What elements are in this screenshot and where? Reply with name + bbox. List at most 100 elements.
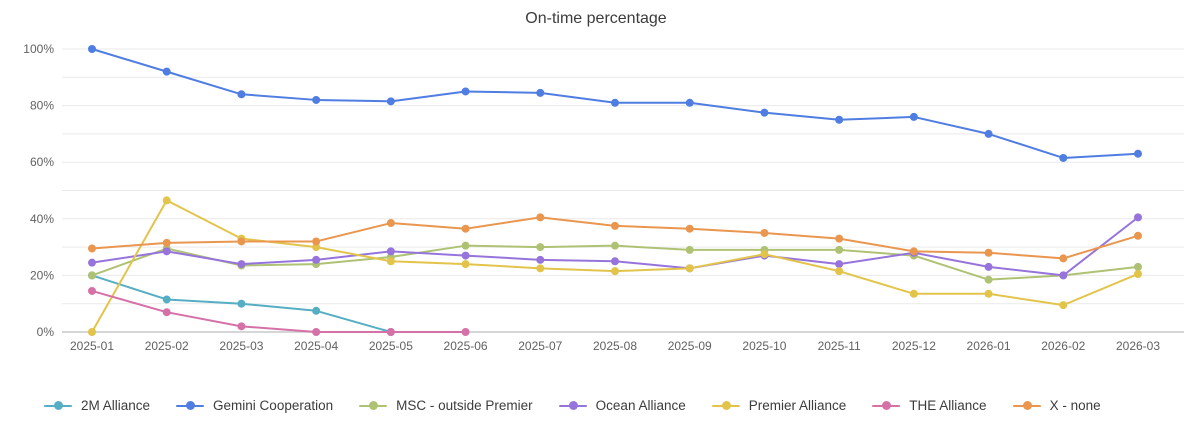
- data-point-premier-alliance[interactable]: [909, 289, 918, 298]
- data-point-2m-alliance[interactable]: [162, 295, 171, 304]
- data-point-the-alliance[interactable]: [237, 322, 246, 331]
- legend-item-gemini-cooperation[interactable]: Gemini Cooperation: [176, 398, 333, 413]
- data-point-ocean-alliance[interactable]: [162, 247, 171, 256]
- data-point-x-none[interactable]: [685, 224, 694, 233]
- x-axis-tick-label: 2025-08: [593, 339, 637, 353]
- data-point-ocean-alliance[interactable]: [88, 258, 96, 267]
- data-point-premier-alliance[interactable]: [536, 264, 545, 273]
- legend-label: MSC - outside Premier: [396, 398, 533, 413]
- data-point-gemini-cooperation[interactable]: [312, 95, 321, 104]
- x-axis-tick-label: 2025-09: [668, 339, 712, 353]
- data-point-gemini-cooperation[interactable]: [237, 90, 246, 99]
- data-point-the-alliance[interactable]: [88, 286, 96, 295]
- data-point-premier-alliance[interactable]: [611, 267, 619, 276]
- data-point-x-none[interactable]: [1059, 254, 1068, 263]
- data-point-x-none[interactable]: [386, 219, 395, 228]
- data-point-2m-alliance[interactable]: [312, 306, 321, 315]
- legend-marker-icon: [1012, 401, 1041, 411]
- data-point-gemini-cooperation[interactable]: [162, 67, 171, 76]
- x-axis-tick-label: 2025-10: [742, 339, 786, 353]
- data-point-ocean-alliance[interactable]: [461, 251, 470, 260]
- data-point-x-none[interactable]: [237, 237, 246, 246]
- x-axis-tick-label: 2025-03: [219, 339, 263, 353]
- y-axis-tick-label: 40%: [30, 212, 54, 226]
- legend-marker-icon: [558, 401, 587, 411]
- data-point-gemini-cooperation[interactable]: [685, 98, 694, 107]
- data-point-x-none[interactable]: [760, 228, 769, 237]
- legend-item-ocean-alliance[interactable]: Ocean Alliance: [558, 398, 686, 413]
- data-point-premier-alliance[interactable]: [835, 267, 844, 276]
- legend-marker-icon: [44, 401, 72, 411]
- data-point-msc-outside-premier[interactable]: [1134, 262, 1142, 271]
- data-point-ocean-alliance[interactable]: [1134, 213, 1142, 222]
- legend-marker-icon: [711, 401, 740, 411]
- x-axis-tick-label: 2026-02: [1041, 339, 1085, 353]
- data-point-premier-alliance[interactable]: [1059, 301, 1068, 310]
- data-point-ocean-alliance[interactable]: [312, 255, 321, 264]
- data-point-premier-alliance[interactable]: [760, 250, 769, 259]
- data-point-premier-alliance[interactable]: [312, 243, 321, 252]
- data-point-the-alliance[interactable]: [162, 308, 171, 317]
- data-point-x-none[interactable]: [835, 234, 844, 243]
- data-point-msc-outside-premier[interactable]: [685, 245, 694, 254]
- data-point-ocean-alliance[interactable]: [611, 257, 619, 266]
- data-point-gemini-cooperation[interactable]: [984, 129, 993, 138]
- data-point-x-none[interactable]: [536, 213, 545, 222]
- data-point-x-none[interactable]: [162, 238, 171, 247]
- chart-title: On-time percentage: [525, 10, 667, 27]
- data-point-premier-alliance[interactable]: [685, 264, 694, 273]
- data-point-premier-alliance[interactable]: [984, 289, 993, 298]
- data-point-ocean-alliance[interactable]: [536, 255, 545, 264]
- y-axis-tick-label: 100%: [23, 42, 54, 56]
- data-point-2m-alliance[interactable]: [237, 299, 246, 308]
- legend-item-msc-outside-premier[interactable]: MSC - outside Premier: [359, 398, 533, 413]
- data-point-x-none[interactable]: [88, 244, 96, 253]
- data-point-gemini-cooperation[interactable]: [386, 97, 395, 106]
- data-point-premier-alliance[interactable]: [1134, 269, 1142, 278]
- legend-item-premier-alliance[interactable]: Premier Alliance: [711, 398, 846, 413]
- data-point-premier-alliance[interactable]: [162, 196, 171, 205]
- data-point-premier-alliance[interactable]: [386, 257, 395, 266]
- data-point-ocean-alliance[interactable]: [1059, 271, 1068, 280]
- data-point-the-alliance[interactable]: [386, 328, 395, 336]
- data-point-ocean-alliance[interactable]: [237, 260, 246, 269]
- data-point-msc-outside-premier[interactable]: [984, 275, 993, 284]
- data-point-ocean-alliance[interactable]: [386, 247, 395, 256]
- data-point-gemini-cooperation[interactable]: [760, 108, 769, 117]
- data-point-ocean-alliance[interactable]: [984, 262, 993, 271]
- data-point-the-alliance[interactable]: [461, 328, 470, 336]
- data-point-msc-outside-premier[interactable]: [536, 243, 545, 252]
- data-point-gemini-cooperation[interactable]: [611, 98, 619, 107]
- legend-label: Ocean Alliance: [595, 398, 686, 413]
- data-point-msc-outside-premier[interactable]: [611, 241, 619, 250]
- data-point-gemini-cooperation[interactable]: [536, 88, 545, 97]
- data-point-msc-outside-premier[interactable]: [835, 245, 844, 254]
- x-axis-tick-label: 2025-04: [294, 339, 338, 353]
- data-point-gemini-cooperation[interactable]: [88, 45, 96, 53]
- legend-item-2m-alliance[interactable]: 2M Alliance: [44, 398, 150, 413]
- data-point-x-none[interactable]: [1134, 231, 1142, 240]
- data-point-msc-outside-premier[interactable]: [461, 241, 470, 250]
- data-point-premier-alliance[interactable]: [88, 328, 96, 336]
- data-point-msc-outside-premier[interactable]: [88, 271, 96, 280]
- x-axis-tick-label: 2026-03: [1116, 339, 1160, 353]
- data-point-gemini-cooperation[interactable]: [835, 115, 844, 124]
- data-point-x-none[interactable]: [611, 221, 619, 230]
- legend-item-the-alliance[interactable]: THE Alliance: [872, 398, 987, 413]
- data-point-x-none[interactable]: [312, 237, 321, 246]
- legend-item-x-none[interactable]: X - none: [1012, 398, 1101, 413]
- x-axis-tick-label: 2025-06: [444, 339, 488, 353]
- data-point-the-alliance[interactable]: [312, 328, 321, 336]
- data-point-gemini-cooperation[interactable]: [1059, 153, 1068, 162]
- data-point-gemini-cooperation[interactable]: [1134, 149, 1142, 158]
- x-axis-tick-label: 2025-05: [369, 339, 413, 353]
- y-axis-tick-label: 80%: [30, 99, 54, 113]
- data-point-gemini-cooperation[interactable]: [461, 87, 470, 96]
- data-point-gemini-cooperation[interactable]: [909, 112, 918, 121]
- data-point-ocean-alliance[interactable]: [835, 260, 844, 269]
- data-point-x-none[interactable]: [909, 247, 918, 256]
- data-point-premier-alliance[interactable]: [461, 260, 470, 269]
- data-point-x-none[interactable]: [461, 224, 470, 233]
- data-point-x-none[interactable]: [984, 248, 993, 257]
- x-axis-tick-label: 2025-07: [518, 339, 562, 353]
